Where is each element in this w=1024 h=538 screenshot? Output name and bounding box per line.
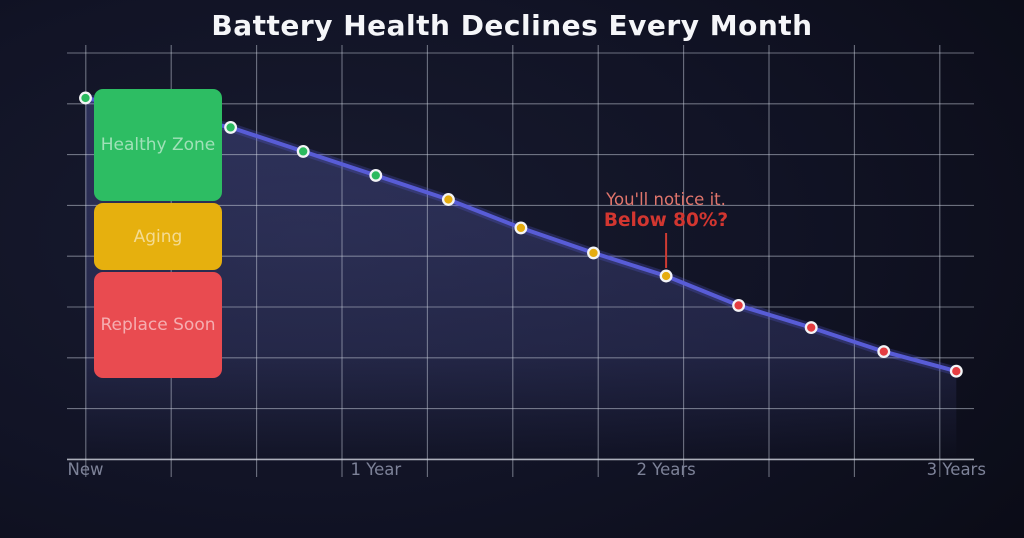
data-point-month-27 [732, 298, 746, 312]
data-point-month-24 [659, 269, 673, 283]
data-point-month-15 [441, 193, 455, 206]
data-point-month-6 [224, 120, 238, 134]
zone-label-aging: Aging [133, 226, 183, 247]
data-point-month-18 [514, 221, 528, 235]
data-point-month-36 [949, 364, 963, 378]
data-point-month-0 [79, 91, 92, 105]
area-fill [85, 98, 957, 459]
data-point-month-33 [877, 345, 891, 359]
zone-label-replace-soon: Replace Soon [100, 315, 216, 335]
area-fill-group [85, 98, 957, 459]
zone-box-replace-soon: Replace Soon [94, 272, 222, 378]
zone-box-aging: Aging [94, 203, 222, 270]
data-point-month-12 [369, 168, 383, 182]
data-point-month-21 [587, 246, 600, 260]
zone-label-healthy: Healthy Zone [100, 135, 216, 155]
x-tick-label-1-year: 1 Year [350, 460, 402, 479]
zone-box-healthy: Healthy Zone [94, 89, 222, 201]
chart-title: Battery Health Declines Every Month [211, 9, 813, 42]
annotation-line-1: You'll notice it. [606, 190, 726, 209]
x-tick-label-3-years: 3 Years [926, 460, 986, 479]
annotation-line-2: Below 80%? [603, 210, 729, 231]
x-tick-label-new: New [67, 460, 104, 479]
data-point-month-9 [296, 144, 310, 158]
data-point-month-30 [804, 321, 818, 335]
x-tick-label-2-years: 2 Years [636, 460, 696, 479]
